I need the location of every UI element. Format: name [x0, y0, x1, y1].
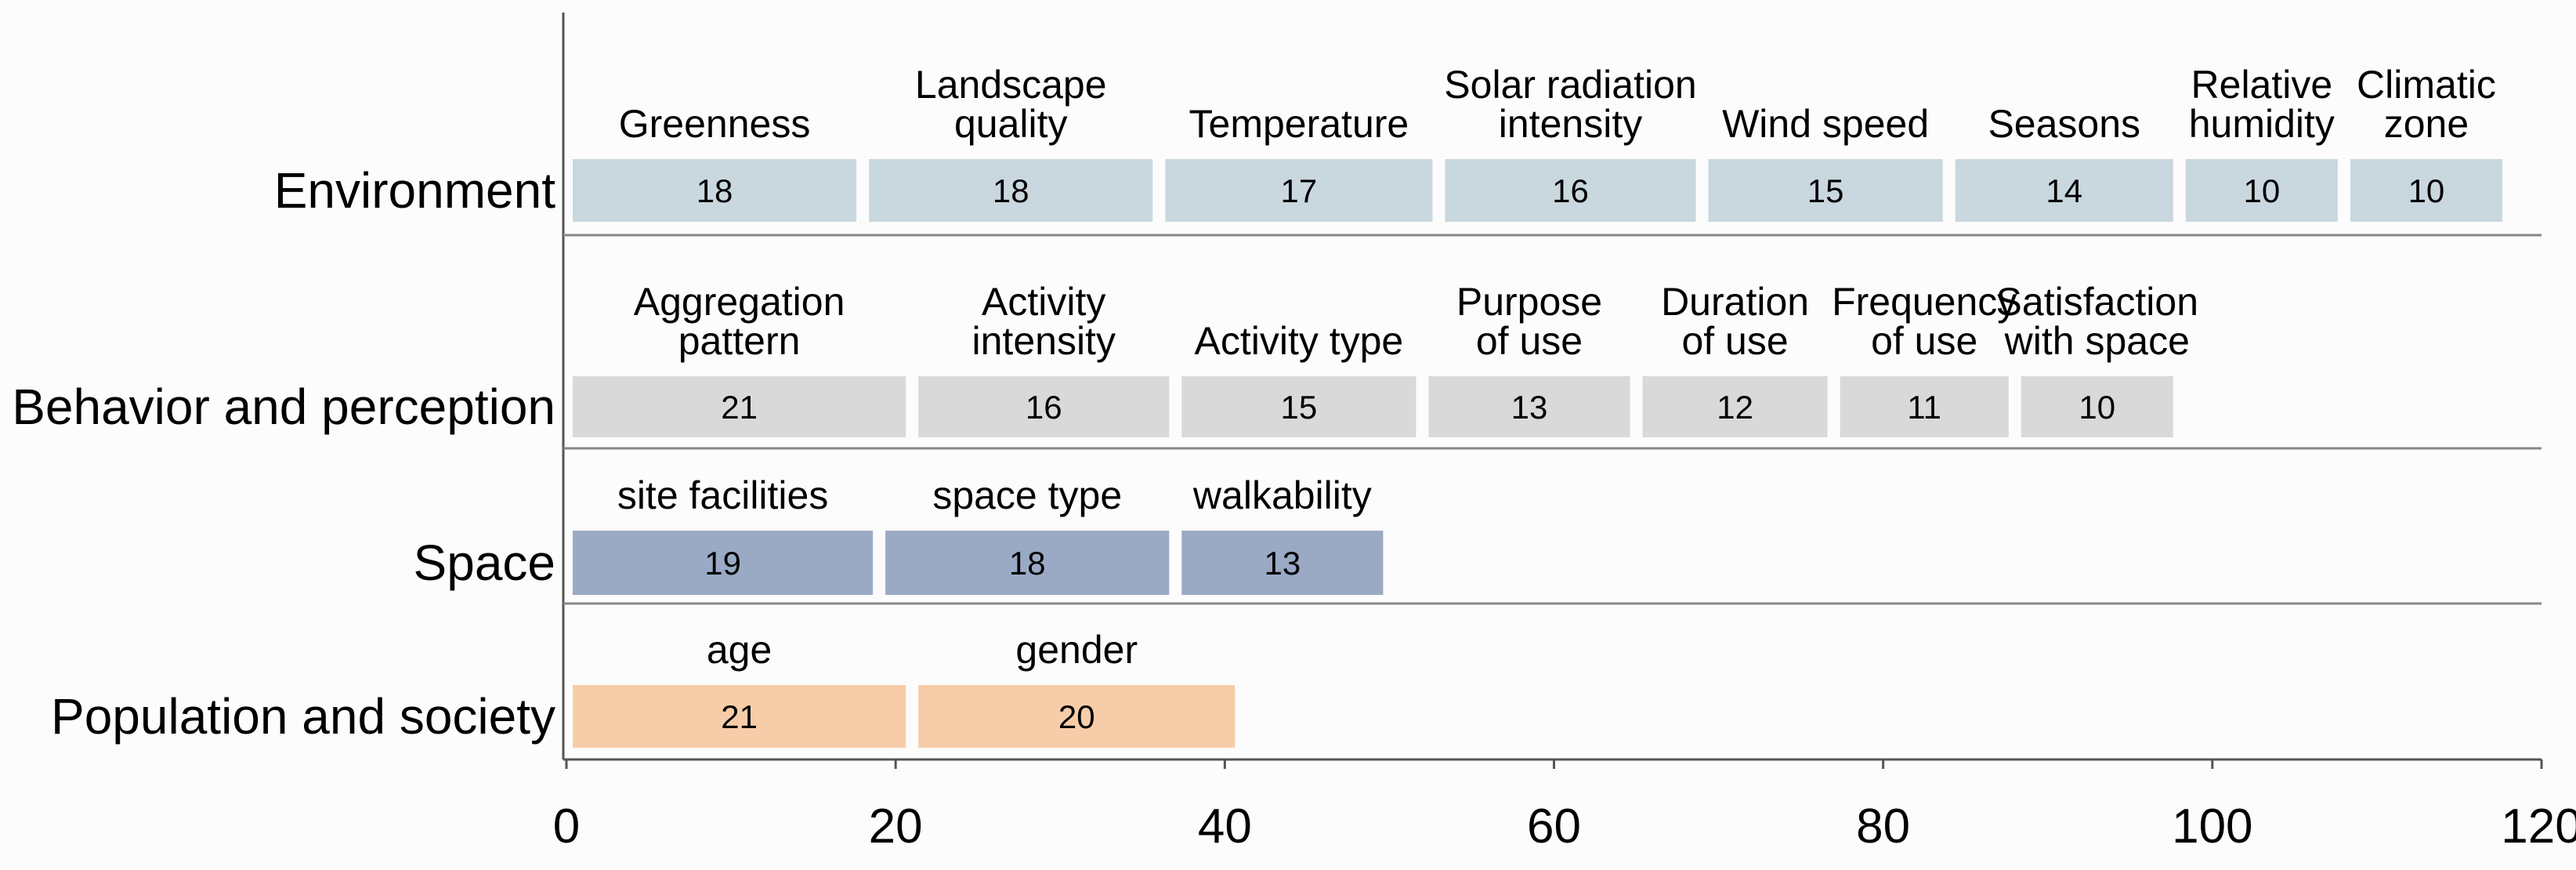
bar-segment — [1955, 159, 2173, 222]
bar-segment — [573, 159, 857, 222]
bar-segment — [869, 159, 1153, 222]
segment-label: age — [707, 628, 772, 672]
row-label: Environment — [274, 162, 556, 219]
value-label: 18 — [1009, 545, 1046, 582]
value-label: 13 — [1264, 545, 1301, 582]
segment-label: Satisfaction with space — [1996, 280, 2198, 363]
value-label: 12 — [1717, 389, 1753, 426]
bar-segment — [1165, 159, 1433, 222]
segment-label: Relative humidity — [2189, 63, 2335, 146]
row-label: Behavior and perception — [12, 379, 555, 435]
value-label: 17 — [1281, 172, 1318, 209]
x-tick-label: 40 — [1198, 799, 1252, 854]
row-label: Population and society — [51, 688, 555, 745]
x-tick-label: 120 — [2501, 799, 2576, 854]
bar-segment — [1840, 376, 2009, 437]
bar-segment — [573, 531, 874, 595]
row-label: Space — [414, 535, 555, 591]
value-label: 16 — [1552, 172, 1589, 209]
segment-label: Climatic zone — [2357, 63, 2496, 146]
value-label: 21 — [721, 698, 758, 735]
bar-segment — [885, 531, 1170, 595]
segment-label: gender — [1015, 628, 1138, 672]
segment-label: Solar radiation intensity — [1444, 63, 1696, 146]
x-tick-label: 100 — [2172, 799, 2252, 854]
segment-label: site facilities — [617, 473, 829, 517]
x-tick-label: 60 — [1527, 799, 1581, 854]
segment-label: Aggregation pattern — [634, 280, 845, 363]
value-label: 18 — [993, 172, 1029, 209]
segment-label: Frequency of use — [1832, 280, 2017, 363]
value-label: 18 — [696, 172, 733, 209]
segment-label: Greenness — [619, 102, 811, 146]
bar-segment — [1642, 376, 1828, 437]
x-tick-label: 0 — [553, 799, 580, 854]
value-label: 19 — [704, 545, 741, 582]
value-label: 13 — [1511, 389, 1548, 426]
value-label: 21 — [721, 389, 758, 426]
value-label: 20 — [1058, 698, 1095, 735]
segment-label: Activity type — [1194, 319, 1403, 363]
value-label: 11 — [1907, 389, 1941, 426]
value-label: 14 — [2046, 172, 2082, 209]
segment-label: Wind speed — [1722, 102, 1929, 146]
bar-segment — [573, 685, 906, 748]
bar-segment — [1708, 159, 1943, 222]
segment-label: Duration of use — [1661, 280, 1809, 363]
segment-label: Temperature — [1189, 102, 1409, 146]
value-label: 10 — [2243, 172, 2280, 209]
segment-label: Activity intensity — [972, 280, 1116, 363]
bar-segment — [1181, 376, 1416, 437]
bar-segment — [2350, 159, 2502, 222]
x-tick-label: 20 — [869, 799, 923, 854]
bar-segment — [1445, 159, 1696, 222]
segment-label: Landscape quality — [915, 63, 1107, 146]
bar-segment — [918, 376, 1170, 437]
segment-label: walkability — [1192, 473, 1372, 517]
x-tick-label: 80 — [1856, 799, 1910, 854]
segment-label: space type — [932, 473, 1122, 517]
bar-segment — [1428, 376, 1630, 437]
bar-segment — [2185, 159, 2338, 222]
bar-segment — [1181, 531, 1384, 595]
segment-label: Purpose of use — [1456, 280, 1602, 363]
bar-segment — [918, 685, 1236, 748]
value-label: 15 — [1807, 172, 1844, 209]
bar-segment — [573, 376, 906, 437]
value-label: 10 — [2408, 172, 2445, 209]
value-label: 10 — [2079, 389, 2115, 426]
value-label: 15 — [1281, 389, 1318, 426]
bar-segment — [2021, 376, 2173, 437]
segment-label: Seasons — [1988, 102, 2140, 146]
value-label: 16 — [1026, 389, 1062, 426]
